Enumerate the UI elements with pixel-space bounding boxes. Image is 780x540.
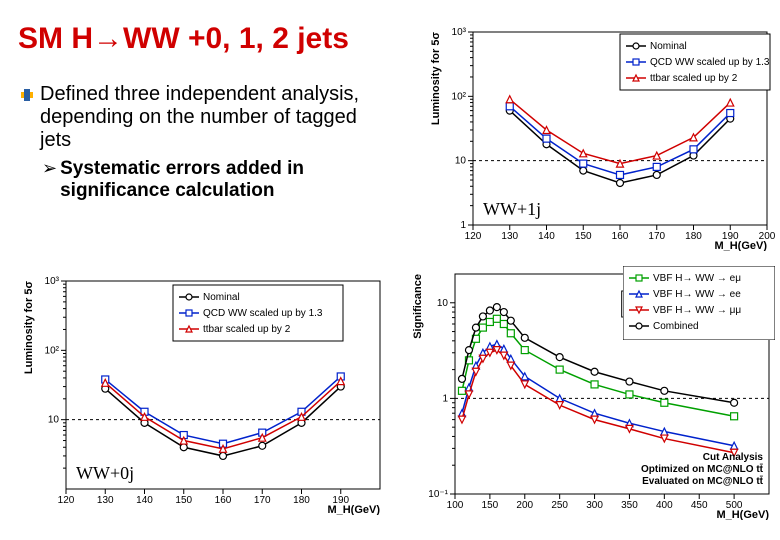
svg-text:10³: 10³ [45,276,60,287]
svg-text:Cut Analysis: Cut Analysis [703,452,764,463]
svg-text:180: 180 [685,231,702,242]
svg-text:150: 150 [482,500,499,511]
svg-text:10⁻¹: 10⁻¹ [428,489,448,500]
svg-text:150: 150 [175,495,192,506]
svg-text:M_H(GeV): M_H(GeV) [327,504,380,515]
svg-text:WW+1j: WW+1j [483,199,541,219]
svg-text:10: 10 [48,415,60,426]
svg-text:200: 200 [516,500,533,511]
svg-text:160: 160 [215,495,232,506]
svg-text:M_H(GeV): M_H(GeV) [714,240,767,251]
chart-ww-0j: 1201301401501601701801901010²10³M_H(GeV)… [18,275,388,515]
svg-text:VBF H→ WW → eμ: VBF H→ WW → eμ [653,273,741,284]
svg-text:130: 130 [97,495,114,506]
svg-text:10²: 10² [452,91,467,102]
svg-text:150: 150 [575,231,592,242]
svg-text:VBF H→ WW → ee: VBF H→ WW → ee [653,289,741,300]
svg-text:1: 1 [460,220,466,231]
svg-text:M_H(GeV): M_H(GeV) [716,509,769,520]
svg-text:10³: 10³ [452,27,467,38]
svg-text:120: 120 [465,231,482,242]
svg-text:Optimized on MC@NLO tt̄: Optimized on MC@NLO tt̄ [641,463,764,475]
svg-text:Nominal: Nominal [203,292,240,303]
svg-text:350: 350 [621,500,638,511]
svg-text:10: 10 [437,298,449,309]
svg-text:10²: 10² [45,345,60,356]
svg-text:170: 170 [254,495,271,506]
svg-text:ttbar scaled up by 2: ttbar scaled up by 2 [650,73,738,84]
plus-bullet-icon [18,86,36,104]
svg-text:250: 250 [551,500,568,511]
chevron-right-icon: ➢ [42,158,57,202]
svg-text:WW+0j: WW+0j [76,463,134,483]
svg-text:100: 100 [447,500,464,511]
svg-text:Significance: Significance [412,274,424,339]
svg-text:180: 180 [293,495,310,506]
svg-text:QCD WW scaled up by 1.3: QCD WW scaled up by 1.3 [650,57,770,68]
svg-text:160: 160 [612,231,629,242]
svg-text:VBF H→ WW → μμ: VBF H→ WW → μμ [653,305,741,316]
svg-text:Combined: Combined [653,321,699,332]
svg-text:140: 140 [538,231,555,242]
bullet-text: Defined three independent analysis, depe… [40,83,388,152]
svg-text:ttbar scaled up by 2: ttbar scaled up by 2 [203,324,291,335]
svg-text:450: 450 [691,500,708,511]
svg-text:130: 130 [501,231,518,242]
chart-ww-1j: 12013014015016017018019020011010²10³M_H(… [425,26,775,251]
svg-text:Luminosity for 5σ: Luminosity for 5σ [23,281,35,375]
svg-text:1: 1 [442,393,448,404]
svg-text:Nominal: Nominal [650,41,687,52]
page-title: SM H→WW +0, 1, 2 jets [18,22,349,56]
sub-bullet-text: Systematic errors added in significance … [60,158,388,202]
svg-text:140: 140 [136,495,153,506]
svg-text:10: 10 [455,156,467,167]
svg-text:QCD WW scaled up by 1.3: QCD WW scaled up by 1.3 [203,308,323,319]
svg-text:170: 170 [648,231,665,242]
bullet-list: Defined three independent analysis, depe… [18,83,388,202]
chart-significance: 10015020025030035040045050010⁻¹110M_H(Ge… [407,268,777,520]
svg-text:400: 400 [656,500,673,511]
svg-text:120: 120 [58,495,75,506]
svg-text:300: 300 [586,500,603,511]
svg-text:Luminosity for 5σ: Luminosity for 5σ [430,32,442,126]
svg-text:Evaluated on MC@NLO tt̄: Evaluated on MC@NLO tt̄ [642,475,764,487]
